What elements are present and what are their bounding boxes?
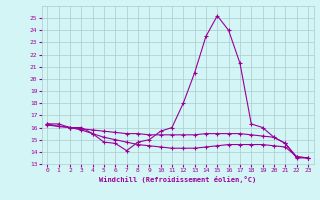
- X-axis label: Windchill (Refroidissement éolien,°C): Windchill (Refroidissement éolien,°C): [99, 176, 256, 183]
